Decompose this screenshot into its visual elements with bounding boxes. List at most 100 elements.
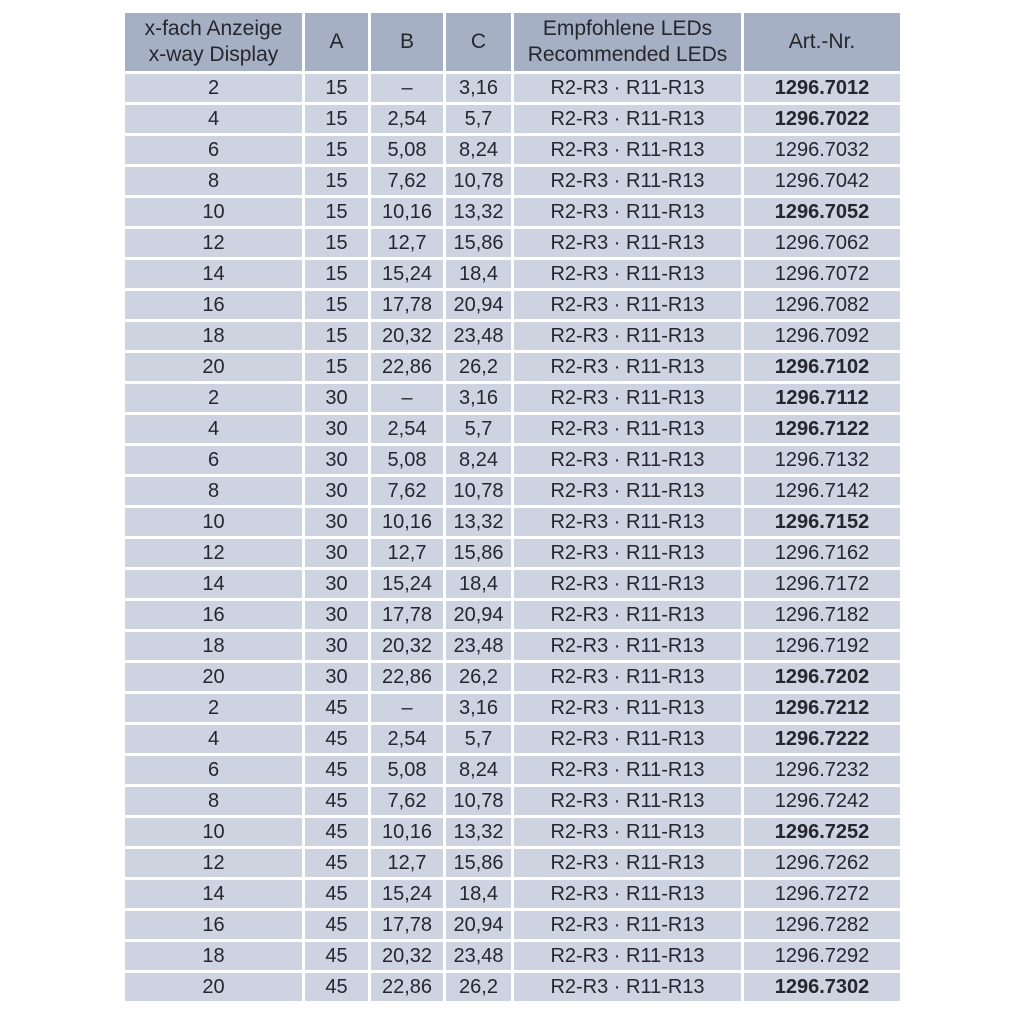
cell-c: 8,24 <box>446 136 511 164</box>
cell-leds: R2-R3 · R11-R13 <box>514 167 741 195</box>
cell-a: 30 <box>305 508 368 536</box>
cell-leds: R2-R3 · R11-R13 <box>514 818 741 846</box>
cell-a: 30 <box>305 570 368 598</box>
cell-b: 17,78 <box>371 911 443 939</box>
table-row: 20 30 22,86 26,2 R2-R3 · R11-R13 1296.7202 <box>125 663 900 691</box>
table-row: 2 15–3,16 R2-R3 · R11-R13 1296.7012 <box>125 74 900 102</box>
cell-display: 16 <box>125 601 302 629</box>
cell-art: 1296.7052 <box>744 198 900 226</box>
cell-a: 30 <box>305 539 368 567</box>
cell-b: 7,62 <box>371 787 443 815</box>
cell-c: 5,7 <box>446 725 511 753</box>
cell-c: 18,4 <box>446 570 511 598</box>
cell-b: 10,16 <box>371 818 443 846</box>
table-body: 2 15–3,16 R2-R3 · R11-R13 1296.7012 4 15 2,54 5… <box>125 74 900 1001</box>
table-row: 4 15 2,54 5,7 R2-R3 · R11-R13 1296.7022 <box>125 105 900 133</box>
table-row: 8 15 7,62 10,78 R2-R3 · R11-R13 1296.7042 <box>125 167 900 195</box>
cell-display: 18 <box>125 632 302 660</box>
cell-a: 30 <box>305 384 368 412</box>
cell-leds: R2-R3 · R11-R13 <box>514 973 741 1001</box>
table-row: 8 45 7,62 10,78 R2-R3 · R11-R13 1296.7242 <box>125 787 900 815</box>
cell-leds: R2-R3 · R11-R13 <box>514 787 741 815</box>
cell-display: 6 <box>125 446 302 474</box>
cell-art: 1296.7012 <box>744 74 900 102</box>
cell-b: 20,32 <box>371 942 443 970</box>
cell-leds: R2-R3 · R11-R13 <box>514 570 741 598</box>
col-header-b: B <box>371 13 443 71</box>
cell-leds: R2-R3 · R11-R13 <box>514 74 741 102</box>
cell-a: 45 <box>305 818 368 846</box>
cell-a: 45 <box>305 911 368 939</box>
table-row: 10 15 10,16 13,32 R2-R3 · R11-R13 1296.7052 <box>125 198 900 226</box>
table-row: 6 45 5,08 8,24 R2-R3 · R11-R13 1296.7232 <box>125 756 900 784</box>
cell-display: 4 <box>125 105 302 133</box>
cell-leds: R2-R3 · R11-R13 <box>514 663 741 691</box>
cell-a: 30 <box>305 415 368 443</box>
cell-b: 5,08 <box>371 446 443 474</box>
table-row: 18 45 20,32 23,48 R2-R3 · R11-R13 1296.7292 <box>125 942 900 970</box>
cell-art: 1296.7022 <box>744 105 900 133</box>
cell-b: 22,86 <box>371 663 443 691</box>
cell-display: 6 <box>125 136 302 164</box>
cell-art: 1296.7122 <box>744 415 900 443</box>
cell-a: 45 <box>305 787 368 815</box>
col-header-c: C <box>446 13 511 71</box>
cell-a: 30 <box>305 663 368 691</box>
cell-art: 1296.7072 <box>744 260 900 288</box>
cell-leds: R2-R3 · R11-R13 <box>514 260 741 288</box>
cell-leds: R2-R3 · R11-R13 <box>514 694 741 722</box>
cell-b: 20,32 <box>371 322 443 350</box>
cell-art: 1296.7262 <box>744 849 900 877</box>
cell-b: 17,78 <box>371 291 443 319</box>
cell-b: 2,54 <box>371 415 443 443</box>
cell-c: 5,7 <box>446 415 511 443</box>
table-row: 14 45 15,24 18,4 R2-R3 · R11-R13 1296.7272 <box>125 880 900 908</box>
cell-leds: R2-R3 · R11-R13 <box>514 911 741 939</box>
cell-art: 1296.7152 <box>744 508 900 536</box>
cell-a: 30 <box>305 601 368 629</box>
table-row: 12 30 12,7 15,86 R2-R3 · R11-R13 1296.7162 <box>125 539 900 567</box>
cell-art: 1296.7272 <box>744 880 900 908</box>
table-row: 2 45–3,16 R2-R3 · R11-R13 1296.7212 <box>125 694 900 722</box>
cell-art: 1296.7102 <box>744 353 900 381</box>
cell-display: 18 <box>125 942 302 970</box>
cell-b: 7,62 <box>371 477 443 505</box>
cell-display: 20 <box>125 353 302 381</box>
cell-leds: R2-R3 · R11-R13 <box>514 508 741 536</box>
cell-c: 20,94 <box>446 911 511 939</box>
table-row: 18 30 20,32 23,48 R2-R3 · R11-R13 1296.7192 <box>125 632 900 660</box>
cell-art: 1296.7202 <box>744 663 900 691</box>
cell-b: 15,24 <box>371 260 443 288</box>
cell-art: 1296.7242 <box>744 787 900 815</box>
cell-leds: R2-R3 · R11-R13 <box>514 198 741 226</box>
cell-leds: R2-R3 · R11-R13 <box>514 322 741 350</box>
cell-leds: R2-R3 · R11-R13 <box>514 880 741 908</box>
cell-b: 10,16 <box>371 508 443 536</box>
table-row: 20 45 22,86 26,2 R2-R3 · R11-R13 1296.7302 <box>125 973 900 1001</box>
cell-leds: R2-R3 · R11-R13 <box>514 601 741 629</box>
cell-c: 20,94 <box>446 291 511 319</box>
cell-c: 18,4 <box>446 880 511 908</box>
cell-c: 8,24 <box>446 756 511 784</box>
cell-b: – <box>371 384 443 412</box>
cell-c: 8,24 <box>446 446 511 474</box>
cell-c: 5,7 <box>446 105 511 133</box>
cell-b: 12,7 <box>371 849 443 877</box>
cell-display: 14 <box>125 570 302 598</box>
table-row: 4 45 2,54 5,7 R2-R3 · R11-R13 1296.7222 <box>125 725 900 753</box>
col-header-a: A <box>305 13 368 71</box>
cell-c: 26,2 <box>446 973 511 1001</box>
cell-display: 16 <box>125 291 302 319</box>
cell-c: 23,48 <box>446 322 511 350</box>
cell-c: 26,2 <box>446 663 511 691</box>
cell-leds: R2-R3 · R11-R13 <box>514 384 741 412</box>
cell-art: 1296.7162 <box>744 539 900 567</box>
cell-c: 26,2 <box>446 353 511 381</box>
cell-display: 4 <box>125 415 302 443</box>
cell-art: 1296.7302 <box>744 973 900 1001</box>
cell-leds: R2-R3 · R11-R13 <box>514 539 741 567</box>
cell-b: 7,62 <box>371 167 443 195</box>
cell-display: 20 <box>125 663 302 691</box>
cell-b: 2,54 <box>371 105 443 133</box>
cell-b: 5,08 <box>371 756 443 784</box>
